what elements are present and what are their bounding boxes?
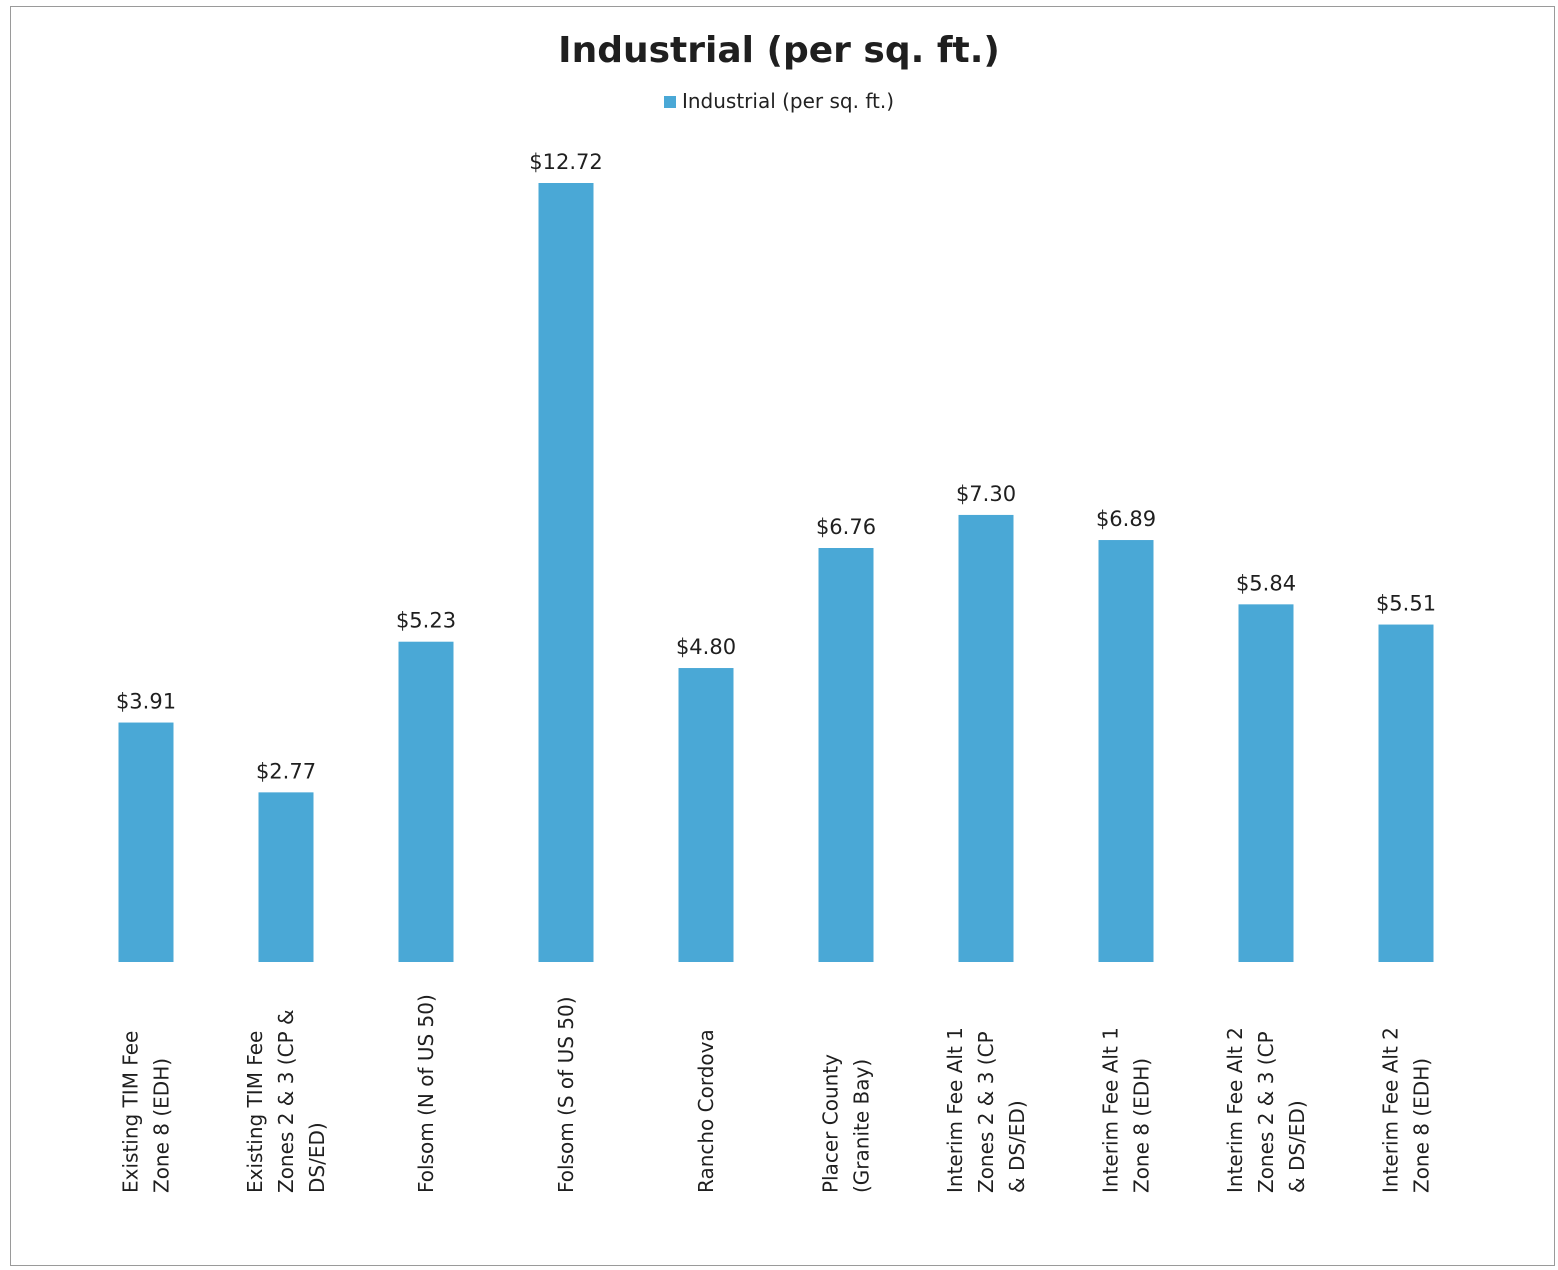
bar — [1238, 604, 1294, 962]
category-label-line: Interim Fee Alt 1 — [1099, 1027, 1123, 1193]
category-label: Interim Fee Alt 2 Zone 8 (EDH) — [1379, 1027, 1434, 1193]
category-label-line: Folsom (S of US 50) — [554, 996, 578, 1193]
category-label-line: Rancho Cordova — [694, 1029, 718, 1193]
category-label: Interim Fee Alt 1 Zones 2 & 3 (CP & DS/ED) — [943, 1027, 1029, 1193]
category-label: Interim Fee Alt 1 Zone 8 (EDH) — [1099, 1027, 1154, 1193]
category-label-line: Zones 2 & 3 (CP — [974, 1031, 998, 1193]
category-label-line: & DS/ED) — [1005, 1100, 1029, 1193]
legend-label: Industrial (per sq. ft.) — [681, 89, 895, 113]
chart-title: Industrial (per sq. ft.) — [558, 30, 1000, 71]
category-label-line: & DS/ED) — [1285, 1100, 1309, 1193]
legend-swatch — [663, 96, 676, 108]
category-label: Existing TIM Fee Zone 8 (EDH) — [119, 1031, 174, 1193]
category-label-line: Zone 8 (EDH) — [150, 1058, 174, 1193]
bar — [258, 792, 314, 962]
category-label-line: Existing TIM Fee — [243, 1031, 267, 1193]
category-label-line: DS/ED) — [305, 1122, 329, 1193]
bar — [538, 183, 594, 962]
data-label: $5.51 — [1376, 592, 1436, 616]
category-label: Interim Fee Alt 2 Zones 2 & 3 (CP & DS/ED) — [1223, 1027, 1309, 1193]
category-label: Folsom (S of US 50) — [554, 996, 578, 1193]
data-label: $6.89 — [1096, 507, 1156, 531]
chart-frame — [10, 6, 1555, 1266]
data-label: $5.23 — [396, 609, 456, 633]
category-label-line: Interim Fee Alt 2 — [1223, 1027, 1247, 1193]
data-label: $3.91 — [116, 690, 176, 714]
data-label: $5.84 — [1236, 571, 1296, 595]
category-label-line: (Granite Bay) — [850, 1059, 874, 1193]
bar — [958, 514, 1014, 962]
category-label-line: Zone 8 (EDH) — [1410, 1058, 1434, 1193]
category-label-line: Zones 2 & 3 (CP — [1254, 1031, 1278, 1193]
bar — [118, 722, 174, 962]
category-label-line: Zone 8 (EDH) — [1130, 1058, 1154, 1193]
category-label-line: Interim Fee Alt 1 — [943, 1027, 967, 1193]
chart-legend: Industrial (per sq. ft.) — [0, 89, 1558, 113]
category-label: Existing TIM Fee Zones 2 & 3 (CP & DS/ED) — [243, 1009, 329, 1193]
data-label: $2.77 — [256, 759, 316, 783]
category-label: Folsom (N of US 50) — [414, 994, 438, 1193]
bar — [1378, 624, 1434, 962]
category-label: Placer County (Granite Bay) — [819, 1054, 874, 1193]
data-label: $6.76 — [816, 515, 876, 539]
category-label-line: Folsom (N of US 50) — [414, 994, 438, 1193]
data-label: $4.80 — [676, 635, 736, 659]
data-label: $7.30 — [956, 482, 1016, 506]
category-label-line: Zones 2 & 3 (CP & — [274, 1009, 298, 1193]
bar — [678, 668, 734, 962]
bar — [398, 641, 454, 962]
category-label-line: Placer County — [819, 1054, 843, 1193]
data-label: $12.72 — [529, 150, 602, 174]
category-label: Rancho Cordova — [694, 1029, 718, 1193]
bar — [1098, 540, 1154, 962]
category-label-line: Existing TIM Fee — [119, 1031, 143, 1193]
bar — [818, 548, 874, 962]
category-label-line: Interim Fee Alt 2 — [1379, 1027, 1403, 1193]
